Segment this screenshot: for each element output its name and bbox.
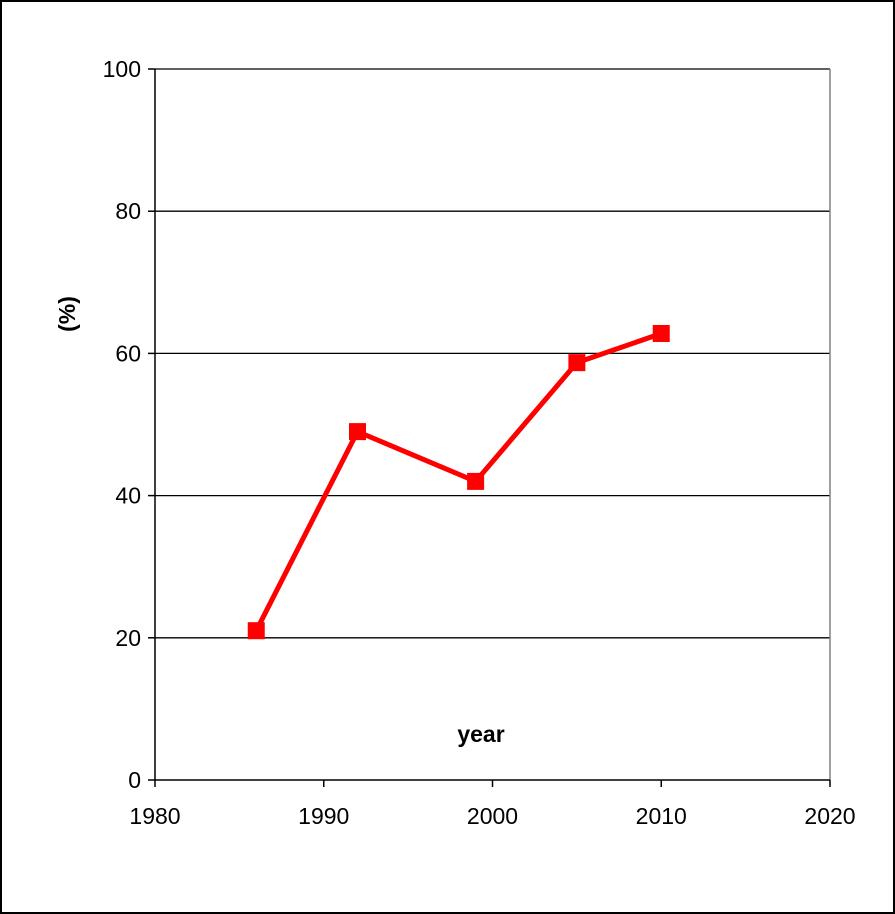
y-tick-label-60: 60: [115, 340, 141, 366]
y-tick-label-20: 20: [115, 625, 141, 651]
x-tick-label-2020: 2020: [804, 803, 855, 829]
series-layer: [247, 324, 670, 640]
x-tick-label-2010: 2010: [636, 803, 687, 829]
series-0-marker-2010: [652, 324, 670, 342]
x-tick-label-1980: 1980: [129, 803, 180, 829]
series-0-marker-2005: [568, 354, 586, 372]
y-tick-label-40: 40: [115, 483, 141, 509]
tick-labels: 0 20 40 60 80 100 1980 1990 2000 2010 2020: [103, 56, 856, 829]
y-tick-label-80: 80: [115, 198, 141, 224]
gridlines: [155, 68, 830, 639]
series-0-marker-1992: [349, 423, 366, 441]
series-0-line: [254, 331, 663, 632]
y-tick-label-0: 0: [128, 767, 141, 793]
y-tick-label-100: 100: [103, 56, 141, 82]
series-0-marker-1999: [467, 472, 485, 490]
x-tick-label-1990: 1990: [298, 803, 349, 829]
y-axis-label: (%): [54, 296, 80, 332]
axes: [148, 68, 831, 787]
x-axis-label: year: [457, 721, 504, 747]
series-0-marker-1986: [247, 622, 265, 640]
x-tick-label-2000: 2000: [467, 803, 518, 829]
